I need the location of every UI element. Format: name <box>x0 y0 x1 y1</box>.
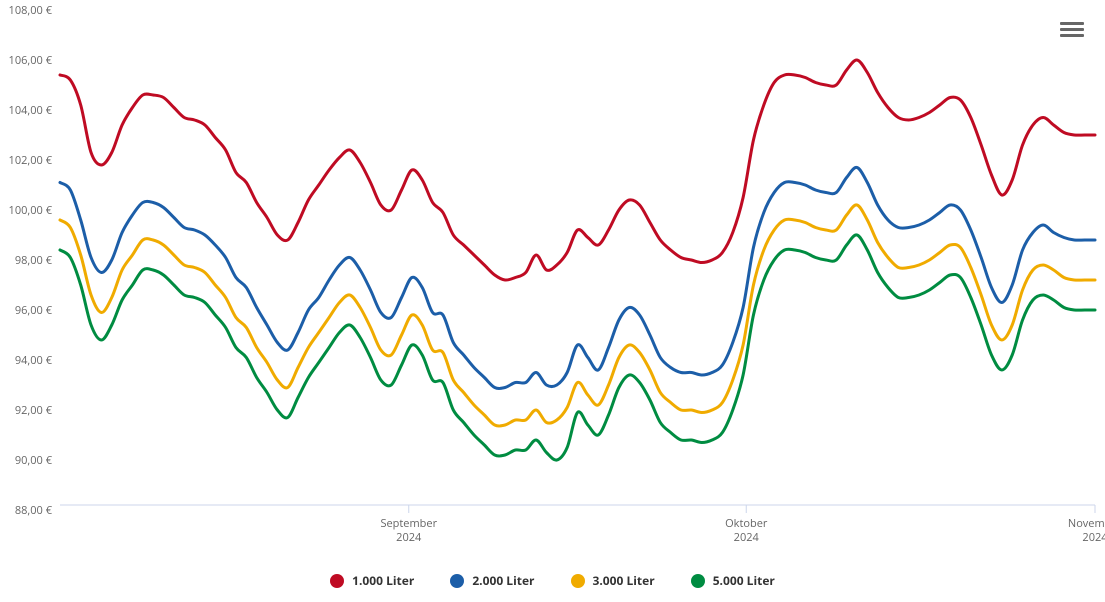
x-axis-tick-sublabel: 2024 <box>734 530 760 545</box>
chart-plot-area: 88,00 € 90,00 € 92,00 € 94,00 € 96,00 € 98,00… <box>0 0 1105 602</box>
x-axis-tick-label: November <box>1068 516 1105 531</box>
legend-label: 5.000 Liter <box>713 572 775 589</box>
price-chart: 88,00 € 90,00 € 92,00 € 94,00 € 96,00 € 98,00… <box>0 0 1105 602</box>
legend-item[interactable]: 3.000 Liter <box>571 572 655 589</box>
y-axis-tick-label: 98,00 € <box>15 253 53 268</box>
y-axis-tick-label: 102,00 € <box>9 153 53 168</box>
x-axis-tick-sublabel: 2024 <box>1082 530 1105 545</box>
legend-item[interactable]: 2.000 Liter <box>450 572 534 589</box>
legend-swatch <box>691 574 705 588</box>
chart-menu-button[interactable] <box>1057 14 1087 44</box>
legend-label: 2.000 Liter <box>472 572 534 589</box>
series-group <box>60 60 1095 460</box>
legend-item[interactable]: 1.000 Liter <box>330 572 414 589</box>
y-axis-tick-label: 100,00 € <box>9 203 53 218</box>
legend-item[interactable]: 5.000 Liter <box>691 572 775 589</box>
legend-label: 1.000 Liter <box>352 572 414 589</box>
x-axis-tick-label: Oktober <box>725 516 768 531</box>
series-line[interactable] <box>60 235 1095 460</box>
series-line[interactable] <box>60 167 1095 388</box>
hamburger-icon <box>1060 22 1084 25</box>
x-axis-tick-sublabel: 2024 <box>396 530 422 545</box>
legend-swatch <box>450 574 464 588</box>
y-axis-tick-label: 88,00 € <box>15 503 53 518</box>
legend-swatch <box>330 574 344 588</box>
legend-swatch <box>571 574 585 588</box>
y-axis-tick-label: 96,00 € <box>15 303 53 318</box>
y-axis-tick-label: 106,00 € <box>9 53 53 68</box>
y-axis-tick-label: 92,00 € <box>15 403 53 418</box>
y-axis-tick-label: 94,00 € <box>15 353 53 368</box>
y-axis-tick-label: 90,00 € <box>15 453 53 468</box>
y-axis-tick-label: 104,00 € <box>9 103 53 118</box>
chart-legend: 1.000 Liter 2.000 Liter 3.000 Liter 5.000 L… <box>0 572 1105 592</box>
legend-label: 3.000 Liter <box>593 572 655 589</box>
x-axis: September2024Oktober2024November2024 <box>60 505 1105 545</box>
y-axis-tick-label: 108,00 € <box>9 3 53 18</box>
y-axis: 88,00 € 90,00 € 92,00 € 94,00 € 96,00 € 98,00… <box>9 3 53 518</box>
x-axis-tick-label: September <box>380 516 437 531</box>
